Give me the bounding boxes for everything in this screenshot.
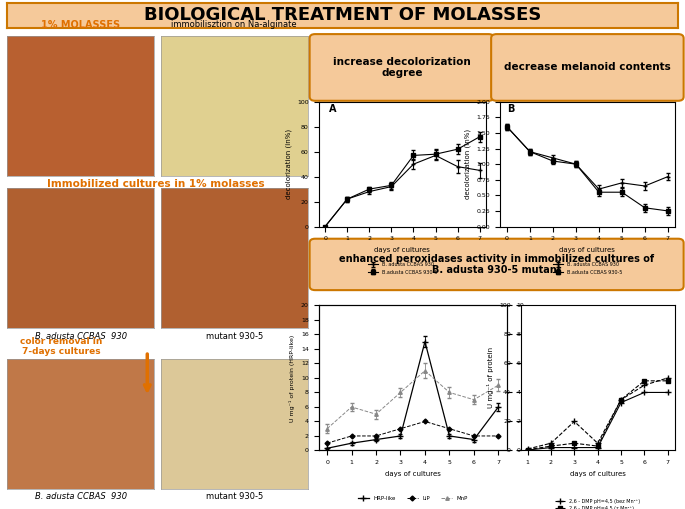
Line: LiP: LiP (325, 420, 500, 445)
Text: increase decolorization
degree: increase decolorization degree (333, 56, 471, 78)
MnP (372, 411, 380, 417)
HRP-like (397, 433, 405, 439)
MnP (421, 367, 429, 374)
MnP (397, 389, 405, 395)
Text: decrease melanoid contents: decrease melanoid contents (504, 63, 671, 72)
HRP-like (347, 440, 356, 446)
DMP pH=3,0 (664, 389, 672, 395)
MnP (323, 426, 332, 432)
Legend: HRP-like, LiP, MnP: HRP-like, LiP, MnP (356, 493, 470, 503)
2,6 - DMP pH=4,5 (bez Mn²⁺) (593, 440, 601, 446)
2,6 - DMP pH=4,5 (z Mn²⁺) (617, 397, 625, 403)
LiP (323, 440, 332, 446)
MnP (347, 404, 356, 410)
X-axis label: days of cultures: days of cultures (375, 247, 430, 253)
2,6 - DMP pH=4,5 (z Mn²⁺) (523, 447, 532, 453)
DMP pH=3,0 (523, 447, 532, 453)
2,6 - DMP pH=4,5 (bez Mn²⁺) (523, 446, 532, 452)
Text: Immobilized cultures in 1% molasses: Immobilized cultures in 1% molasses (47, 179, 265, 189)
2,6 - DMP pH=4,5 (z Mn²⁺) (547, 443, 555, 449)
Text: mutant 930-5: mutant 930-5 (206, 332, 263, 342)
2,6 - DMP pH=4,5 (bez Mn²⁺) (640, 382, 649, 388)
DMP pH=3,0 (640, 389, 649, 395)
Text: 1% MOLASSES: 1% MOLASSES (41, 20, 121, 31)
HRP-like (421, 338, 429, 345)
FancyBboxPatch shape (310, 34, 494, 101)
DMP pH=3,0 (547, 444, 555, 450)
Y-axis label: U mg⁻¹ of protein (LiP, MnP): U mg⁻¹ of protein (LiP, MnP) (528, 340, 534, 416)
2,6 - DMP pH=4,5 (z Mn²⁺) (593, 443, 601, 449)
Legend: 2,6 - DMP pH=4,5 (bez Mn²⁺), 2,6 - DMP pH=4,5 (z Mn²⁺), DMP pH=3,0: 2,6 - DMP pH=4,5 (bez Mn²⁺), 2,6 - DMP p… (553, 497, 642, 509)
HRP-like (445, 433, 453, 439)
LiP (372, 433, 380, 439)
MnP (494, 382, 502, 388)
2,6 - DMP pH=4,5 (z Mn²⁺) (570, 440, 578, 446)
Text: immobilisztion on Na-alginate: immobilisztion on Na-alginate (171, 20, 297, 30)
2,6 - DMP pH=4,5 (z Mn²⁺) (640, 378, 649, 384)
Line: DMP pH=3,0: DMP pH=3,0 (525, 390, 671, 453)
Y-axis label: decolorization (in%): decolorization (in%) (464, 129, 471, 199)
Line: 2,6 - DMP pH=4,5 (z Mn²⁺): 2,6 - DMP pH=4,5 (z Mn²⁺) (526, 379, 669, 451)
X-axis label: days of cultures: days of cultures (385, 471, 440, 477)
FancyBboxPatch shape (491, 34, 684, 101)
Text: mutant 930-5: mutant 930-5 (206, 492, 263, 501)
DMP pH=3,0 (570, 444, 578, 450)
2,6 - DMP pH=4,5 (bez Mn²⁺) (570, 418, 578, 425)
Text: B. adusta CCBAS  930: B. adusta CCBAS 930 (35, 492, 127, 501)
Y-axis label: U mg⁻¹ of protein (HRP-like): U mg⁻¹ of protein (HRP-like) (289, 334, 295, 421)
X-axis label: days of cultures: days of cultures (560, 247, 615, 253)
Text: B: B (507, 104, 514, 114)
LiP (494, 433, 502, 439)
LiP (470, 433, 478, 439)
HRP-like (470, 437, 478, 443)
Legend: B. adusta CCBAS 930, B.adusta CCBAS 930-5: B. adusta CCBAS 930, B.adusta CCBAS 930-… (366, 260, 439, 276)
HRP-like (323, 445, 332, 451)
HRP-like (494, 404, 502, 410)
Text: A: A (329, 104, 336, 114)
Text: enhanced peroxidases activity in immobilized cultures of
B. adusta 930-5 mutant: enhanced peroxidases activity in immobil… (339, 253, 654, 275)
Line: MnP: MnP (325, 369, 500, 431)
DMP pH=3,0 (617, 400, 625, 406)
Y-axis label: U mg⁻¹ of protein: U mg⁻¹ of protein (487, 347, 494, 409)
Legend: B. adusta CCBAS 930, B.adusta CCBAS 930-5: B. adusta CCBAS 930, B.adusta CCBAS 930-… (551, 260, 624, 276)
LiP (397, 426, 405, 432)
MnP (470, 397, 478, 403)
Text: color removal in
7-days cultures: color removal in 7-days cultures (21, 337, 103, 356)
LiP (445, 426, 453, 432)
LiP (347, 433, 356, 439)
2,6 - DMP pH=4,5 (bez Mn²⁺) (547, 440, 555, 446)
2,6 - DMP pH=4,5 (bez Mn²⁺) (664, 375, 672, 381)
Text: BIOLOGICAL TREATMENT OF MOLASSES: BIOLOGICAL TREATMENT OF MOLASSES (144, 6, 541, 24)
DMP pH=3,0 (593, 444, 601, 450)
X-axis label: days of cultures: days of cultures (570, 471, 625, 477)
MnP (445, 389, 453, 395)
FancyBboxPatch shape (310, 239, 684, 290)
Y-axis label: decolorization (in%): decolorization (in%) (285, 129, 292, 199)
LiP (421, 418, 429, 425)
2,6 - DMP pH=4,5 (z Mn²⁺) (664, 378, 672, 384)
HRP-like (372, 437, 380, 443)
2,6 - DMP pH=4,5 (bez Mn²⁺) (617, 397, 625, 403)
Line: HRP-like: HRP-like (324, 339, 501, 451)
Line: 2,6 - DMP pH=4,5 (bez Mn²⁺): 2,6 - DMP pH=4,5 (bez Mn²⁺) (525, 375, 671, 452)
Text: B. adusta CCBAS  930: B. adusta CCBAS 930 (35, 332, 127, 342)
